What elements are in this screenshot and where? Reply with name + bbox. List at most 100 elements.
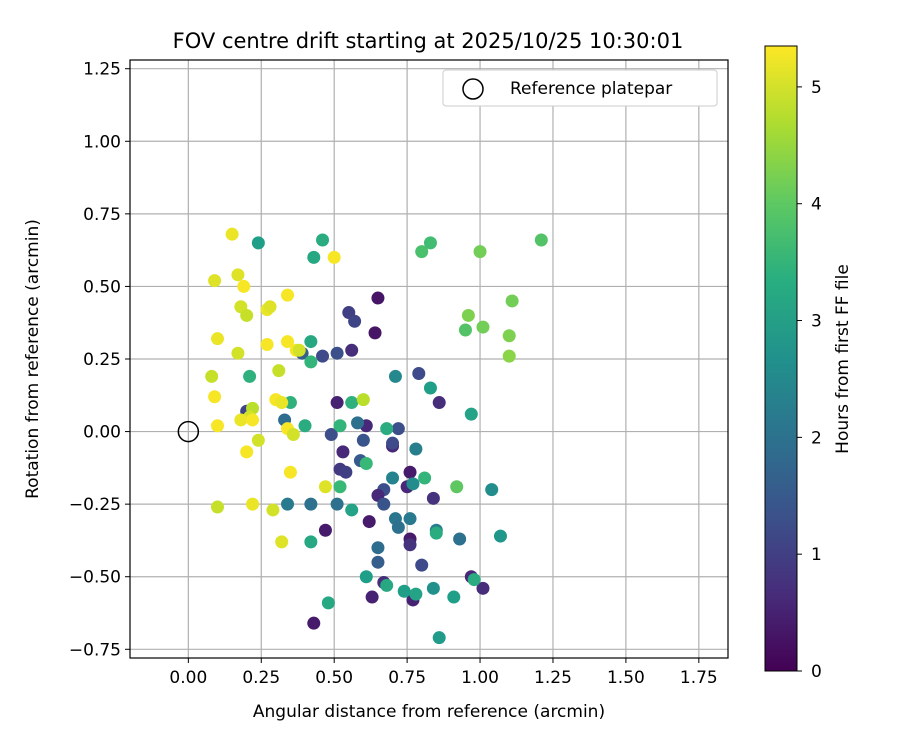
data-point bbox=[345, 343, 359, 357]
x-tick-label: 1.00 bbox=[461, 668, 499, 688]
x-tick-label: 0.25 bbox=[242, 668, 280, 688]
legend-box bbox=[442, 69, 718, 107]
data-point bbox=[380, 578, 394, 592]
x-tick-label: 1.50 bbox=[607, 668, 645, 688]
data-point bbox=[286, 427, 300, 441]
x-tick-label: 1.25 bbox=[534, 668, 572, 688]
data-point bbox=[333, 480, 347, 494]
data-point bbox=[409, 587, 423, 601]
y-tick-label: 0.75 bbox=[83, 205, 121, 225]
data-point bbox=[205, 369, 219, 383]
data-point bbox=[359, 457, 373, 471]
data-point bbox=[356, 433, 370, 447]
data-point bbox=[327, 250, 341, 264]
data-point bbox=[403, 512, 417, 526]
data-point bbox=[260, 337, 274, 351]
data-point bbox=[275, 396, 289, 410]
data-point bbox=[304, 335, 318, 349]
data-point bbox=[231, 346, 245, 360]
data-point bbox=[476, 581, 490, 595]
data-point bbox=[371, 541, 385, 555]
data-point bbox=[505, 294, 519, 308]
data-point bbox=[403, 465, 417, 479]
data-point bbox=[304, 497, 318, 511]
data-point bbox=[386, 471, 400, 485]
y-tick-label: −0.75 bbox=[69, 640, 121, 660]
data-point bbox=[447, 590, 461, 604]
data-point bbox=[467, 573, 481, 587]
data-point bbox=[450, 480, 464, 494]
data-point bbox=[281, 288, 295, 302]
data-point bbox=[388, 369, 402, 383]
data-point bbox=[208, 390, 222, 404]
x-tick-label: 0.75 bbox=[388, 668, 426, 688]
data-point bbox=[339, 465, 353, 479]
data-point bbox=[429, 526, 443, 540]
data-point bbox=[397, 584, 411, 598]
data-point bbox=[208, 274, 222, 288]
colorbar-tick-label: 0 bbox=[811, 662, 822, 682]
y-tick-label: 0.00 bbox=[83, 423, 121, 443]
legend-marker bbox=[462, 78, 484, 100]
data-point bbox=[362, 515, 376, 529]
data-point bbox=[234, 413, 248, 427]
y-tick-label: −0.50 bbox=[69, 568, 121, 588]
colorbar-tick-label: 2 bbox=[811, 428, 822, 448]
data-point bbox=[380, 422, 394, 436]
colorbar-tick-label: 1 bbox=[811, 545, 822, 565]
y-tick-label: 1.25 bbox=[83, 60, 121, 80]
data-point bbox=[318, 523, 332, 537]
data-point bbox=[251, 236, 265, 250]
colorbar-tick-label: 5 bbox=[811, 78, 822, 98]
data-point bbox=[330, 396, 344, 410]
data-point bbox=[304, 355, 318, 369]
data-point bbox=[240, 308, 254, 322]
data-point bbox=[391, 520, 405, 534]
data-point bbox=[246, 497, 260, 511]
data-point bbox=[493, 529, 507, 543]
colorbar: 0 1 2 3 4 5 Hours from first FF file bbox=[764, 45, 853, 682]
colorbar-tick-label: 3 bbox=[811, 312, 822, 332]
data-point bbox=[371, 555, 385, 569]
data-point bbox=[330, 346, 344, 360]
data-point bbox=[476, 320, 490, 334]
data-point bbox=[461, 308, 475, 322]
y-axis-label: Rotation from reference (arcmin) bbox=[23, 219, 43, 499]
data-point bbox=[371, 291, 385, 305]
data-point bbox=[365, 590, 379, 604]
data-point bbox=[406, 477, 420, 491]
data-point bbox=[240, 445, 254, 459]
data-point bbox=[246, 413, 260, 427]
data-point bbox=[351, 416, 365, 430]
data-point bbox=[336, 445, 350, 459]
chart-title: FOV centre drift starting at 2025/10/25 … bbox=[173, 29, 684, 53]
data-point bbox=[534, 233, 548, 247]
data-point bbox=[464, 407, 478, 421]
data-point bbox=[243, 369, 257, 383]
reference-platepar-marker bbox=[177, 420, 200, 443]
data-point bbox=[316, 233, 330, 247]
y-tick-label: −0.25 bbox=[69, 495, 121, 515]
data-point bbox=[391, 422, 405, 436]
data-point bbox=[356, 393, 370, 407]
data-point bbox=[272, 364, 286, 378]
data-point bbox=[324, 427, 338, 441]
data-point bbox=[426, 581, 440, 595]
data-point bbox=[386, 436, 400, 450]
data-point bbox=[415, 558, 429, 572]
x-tick-label: 0.50 bbox=[315, 668, 353, 688]
data-point bbox=[316, 349, 330, 363]
data-point bbox=[283, 465, 297, 479]
y-tick-label: 0.50 bbox=[83, 277, 121, 297]
data-point bbox=[231, 268, 245, 282]
data-point bbox=[418, 471, 432, 485]
data-point bbox=[211, 332, 225, 346]
colorbar-gradient bbox=[764, 45, 798, 672]
data-point bbox=[321, 596, 335, 610]
y-tick-label: 0.25 bbox=[83, 350, 121, 370]
data-point bbox=[211, 500, 225, 514]
data-point bbox=[412, 367, 426, 381]
data-point bbox=[307, 250, 321, 264]
data-point bbox=[266, 503, 280, 517]
